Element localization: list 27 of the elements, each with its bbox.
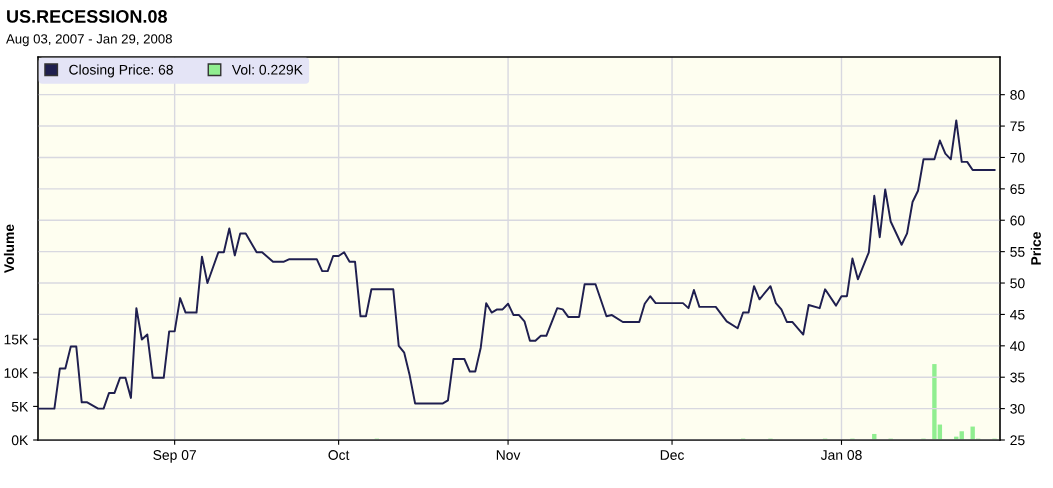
y2-tick-label: 50 [1010, 278, 1025, 289]
y2-tick-label: 30 [1010, 403, 1025, 414]
y-tick-label: 5K [11, 401, 29, 412]
y2-tick-label: 80 [1010, 90, 1025, 100]
y2-tick-label: 70 [1010, 152, 1025, 163]
y-tick-label: 10K [4, 368, 29, 378]
y2-tick-label: 45 [1010, 309, 1025, 320]
y2-tick-label: 35 [1010, 372, 1025, 383]
legend-label: Closing Price: 68 [69, 64, 173, 78]
y2-tick-label: 60 [1010, 215, 1025, 226]
y-tick-label: 15K [4, 334, 29, 345]
y-axis-title: Volume [3, 224, 15, 273]
chart-title: US.RECESSION.08 [7, 10, 167, 23]
y-tick-label: 0K [11, 435, 29, 446]
x-tick-label: Sep 07 [153, 450, 196, 463]
x-tick-label: Oct [328, 450, 350, 460]
y2-axis-title: Price [1030, 231, 1041, 265]
y2-tick-label: 25 [1010, 435, 1025, 446]
chart-subtitle: Aug 03, 2007 - Jan 29, 2008 [6, 34, 172, 47]
legend-label: Vol: 0.229K [231, 64, 303, 75]
y2-tick-label: 40 [1010, 341, 1025, 351]
y2-tick-label: 75 [1010, 121, 1025, 132]
y2-tick-label: 55 [1010, 247, 1025, 257]
x-tick-label: Jan 08 [820, 450, 862, 460]
y2-tick-label: 65 [1010, 184, 1025, 195]
x-tick-label: Dec [660, 450, 685, 460]
x-tick-label: Nov [496, 450, 521, 460]
